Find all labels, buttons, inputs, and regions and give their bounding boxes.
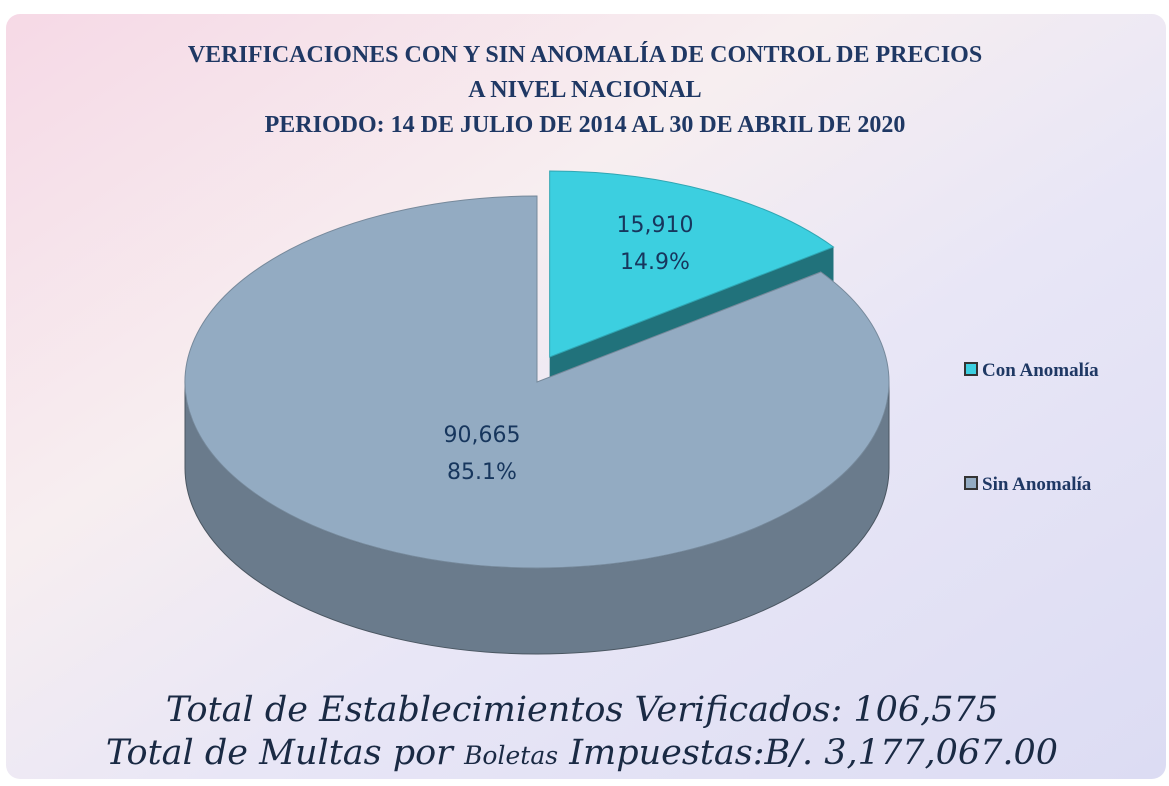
legend-swatch [964,362,978,376]
footer-line: Total de Establecimientos Verificados: 1… [166,690,998,730]
data-label: 85.1% [447,460,517,485]
legend-label: Con Anomalía [982,360,1099,381]
pie-slice [549,170,835,358]
chart-title: VERIFICACIONES CON Y SIN ANOMALÍA DE CON… [188,42,982,68]
pie-slice [184,195,890,569]
footer-line: Total de Multas por Boletas Impuestas:B/… [106,733,1058,773]
footer-part: Boletas [463,741,558,770]
data-label: 15,910 [617,213,694,238]
chart-title: PERIODO: 14 DE JULIO DE 2014 AL 30 DE AB… [265,112,906,138]
legend-label: Sin Anomalía [982,474,1092,495]
chart-title: A NIVEL NACIONAL [468,77,701,103]
data-label: 14.9% [620,250,690,275]
data-label: 90,665 [444,423,521,448]
footer-part: Impuestas:B/. 3,177,067.00 [568,733,1058,773]
legend-swatch [964,476,978,490]
footer-part: Total de Multas por [106,733,455,773]
